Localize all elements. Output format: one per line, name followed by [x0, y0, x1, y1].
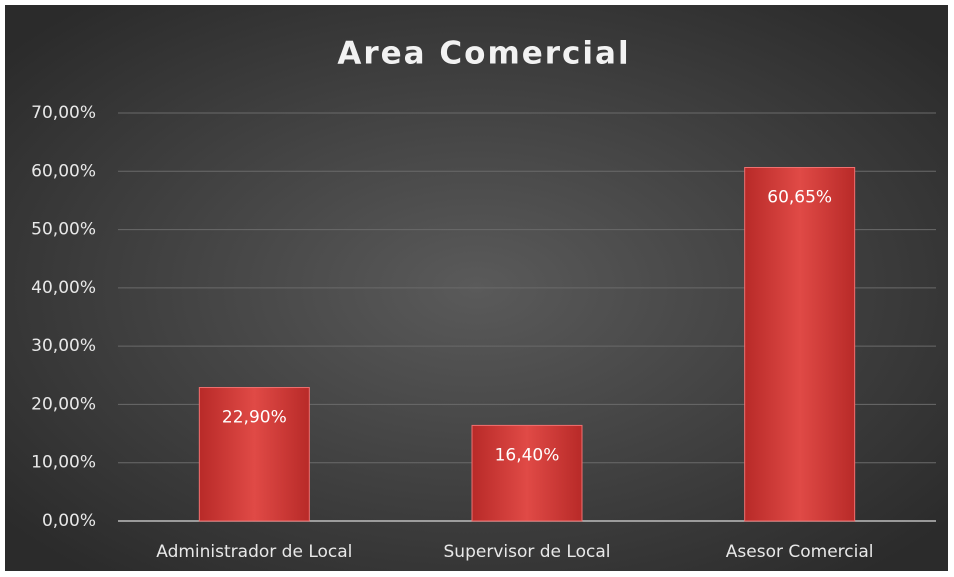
y-tick-label: 60,00% — [31, 161, 96, 181]
y-tick-label: 50,00% — [31, 220, 96, 240]
bar — [198, 387, 310, 522]
chart-title: Area Comercial — [337, 36, 630, 72]
x-tick-label: Administrador de Local — [156, 542, 352, 562]
data-label: 60,65% — [767, 187, 832, 207]
data-label: 16,40% — [495, 445, 560, 465]
y-tick-label: 10,00% — [31, 453, 96, 473]
y-tick-label: 20,00% — [31, 394, 96, 414]
y-tick-label: 30,00% — [31, 336, 96, 356]
y-tick-label: 40,00% — [31, 278, 96, 298]
data-label: 22,90% — [222, 408, 287, 428]
y-tick-label: 0,00% — [42, 511, 96, 531]
x-tick-label: Supervisor de Local — [444, 542, 611, 562]
x-tick-label: Asesor Comercial — [726, 542, 874, 562]
bar — [471, 424, 583, 522]
y-tick-label: 70,00% — [31, 103, 96, 123]
bar — [744, 166, 856, 522]
